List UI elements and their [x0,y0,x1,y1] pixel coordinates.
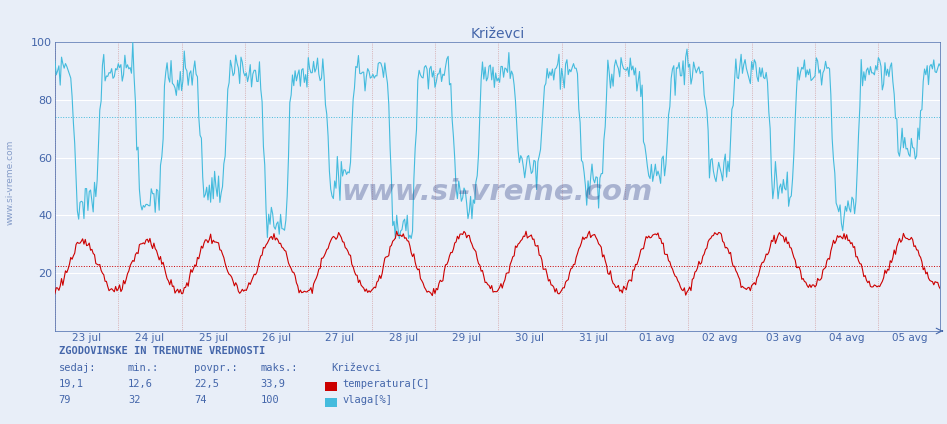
Text: temperatura[C]: temperatura[C] [343,379,430,389]
Text: www.si-vreme.com: www.si-vreme.com [6,139,15,225]
Text: 19,1: 19,1 [59,379,83,389]
Text: ZGODOVINSKE IN TRENUTNE VREDNOSTI: ZGODOVINSKE IN TRENUTNE VREDNOSTI [59,346,265,356]
Text: sedaj:: sedaj: [59,363,97,373]
Text: Križevci: Križevci [331,363,382,373]
Title: Križevci: Križevci [471,27,525,41]
Text: maks.:: maks.: [260,363,298,373]
Text: 22,5: 22,5 [194,379,219,389]
Text: 100: 100 [260,395,279,405]
Text: 32: 32 [128,395,140,405]
Text: vlaga[%]: vlaga[%] [343,395,393,405]
Text: www.si-vreme.com: www.si-vreme.com [342,179,653,206]
Text: 79: 79 [59,395,71,405]
Text: 33,9: 33,9 [260,379,285,389]
Text: min.:: min.: [128,363,159,373]
Text: 12,6: 12,6 [128,379,152,389]
Text: povpr.:: povpr.: [194,363,238,373]
Text: 74: 74 [194,395,206,405]
